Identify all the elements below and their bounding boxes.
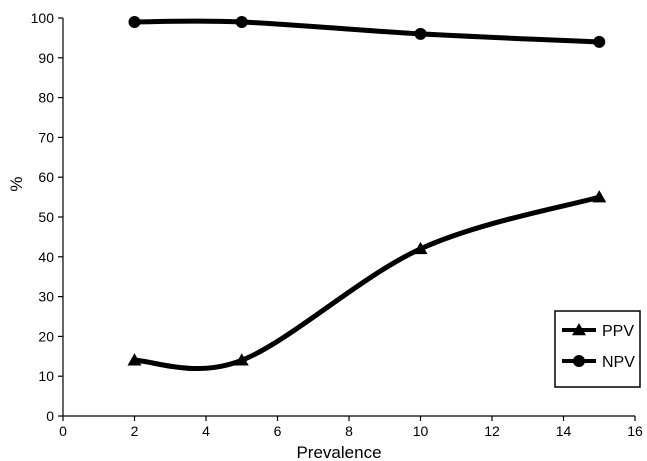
- y-tick-label: 40: [38, 249, 54, 265]
- y-tick-label: 80: [38, 90, 54, 106]
- y-tick-label: 70: [38, 129, 54, 145]
- y-tick-label: 50: [38, 209, 54, 225]
- y-tick-label: 0: [46, 408, 54, 424]
- y-tick-label: 100: [31, 10, 55, 26]
- legend-box: [554, 310, 641, 388]
- npv-point: [593, 35, 606, 48]
- series-ppv: [127, 190, 607, 371]
- x-tick-label: 12: [484, 423, 500, 439]
- x-tick-label: 10: [413, 423, 429, 439]
- series-npv: [128, 15, 606, 48]
- npv-point: [128, 15, 141, 28]
- x-tick-label: 2: [131, 423, 139, 439]
- legend-ppv-label: PPV: [602, 323, 634, 340]
- legend-npv-marker: [573, 355, 585, 367]
- legend: PPV NPV: [554, 310, 641, 388]
- x-tick-label: 6: [274, 423, 282, 439]
- x-axis-title: Prevalence: [296, 443, 381, 461]
- ppv-point: [127, 353, 142, 366]
- x-axis: 0 2 4 6 8 10 12 14 16: [59, 415, 643, 439]
- ppv-point: [413, 241, 428, 255]
- npv-point: [235, 15, 248, 28]
- legend-ppv-marker: [572, 323, 586, 336]
- y-axis: 0 10 20 30 40 50 60 70 80 90 100: [31, 10, 64, 424]
- legend-npv-label: NPV: [602, 354, 635, 371]
- ppv-line: [132, 194, 602, 371]
- y-tick-label: 90: [38, 50, 54, 66]
- x-tick-label: 4: [202, 423, 210, 439]
- y-ticks: 0 10 20 30 40 50 60 70 80 90 100: [31, 10, 63, 424]
- x-tick-label: 16: [627, 423, 643, 439]
- y-tick-label: 60: [38, 169, 54, 185]
- ppv-point: [234, 353, 249, 366]
- npv-line: [132, 18, 602, 45]
- series-layer: [127, 15, 607, 371]
- y-axis-title: %: [7, 176, 26, 191]
- y-tick-label: 10: [38, 368, 54, 384]
- npv-point: [414, 27, 427, 40]
- y-tick-label: 20: [38, 328, 54, 344]
- x-ticks: 0 2 4 6 8 10 12 14 16: [59, 416, 643, 439]
- y-tick-label: 30: [38, 289, 54, 305]
- x-tick-label: 8: [345, 423, 353, 439]
- x-tick-label: 14: [556, 423, 572, 439]
- x-tick-label: 0: [59, 423, 67, 439]
- ppv-point: [592, 190, 607, 203]
